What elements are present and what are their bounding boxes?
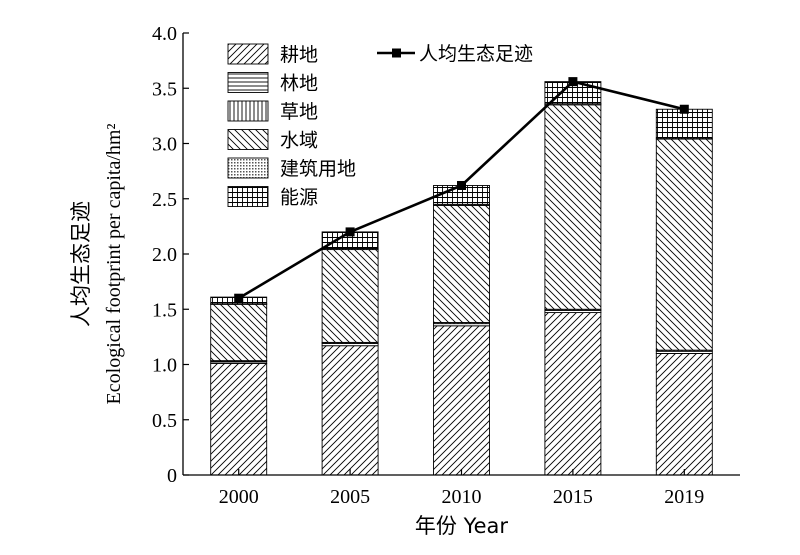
y-tick-label: 3.5 <box>152 78 177 100</box>
x-tick-label: 2000 <box>219 486 259 508</box>
x-tick-label: 2010 <box>442 486 482 508</box>
legend-label: 人均生态足迹 <box>419 43 533 65</box>
y-tick-label: 2.5 <box>152 189 177 211</box>
y-tick-label: 1.5 <box>152 299 177 321</box>
bar-segment <box>433 204 490 323</box>
x-tick-label: 2019 <box>664 486 704 508</box>
bar-segment <box>321 345 379 476</box>
legend-swatch <box>227 157 269 179</box>
trend-line-marker <box>679 104 689 114</box>
y-tick-label: 3.0 <box>152 134 177 156</box>
legend-label: 建筑用地 <box>280 158 356 180</box>
legend-label: 林地 <box>280 73 318 95</box>
y-axis-label-chinese: 人均生态足迹 <box>69 201 93 327</box>
trend-line-marker <box>234 293 244 303</box>
legend-swatch <box>227 43 269 65</box>
bar-segment <box>433 325 490 476</box>
y-tick-label: 0.5 <box>152 410 177 432</box>
legend-swatch <box>227 186 269 207</box>
bar-stack <box>655 108 713 476</box>
legend-label: 草地 <box>280 101 318 123</box>
legend-swatch <box>227 72 269 93</box>
bar-segment <box>544 312 602 476</box>
trend-line-marker <box>457 180 466 190</box>
bar-segment <box>655 138 713 351</box>
bar-segment <box>655 353 713 476</box>
bar-segment <box>321 249 379 343</box>
bar-stack <box>210 296 268 476</box>
x-tick-label: 2005 <box>330 486 370 508</box>
y-ticks-group: 0 0.5 1.0 1.5 2.0 2.5 3.0 3.5 4.0 <box>152 23 189 487</box>
y-tick-label: 1.0 <box>152 355 177 377</box>
legend-label: 耕地 <box>280 44 318 66</box>
bar-stack <box>433 185 490 476</box>
legend-label: 水域 <box>280 130 318 152</box>
trend-line-marker <box>568 77 578 87</box>
bar-segment <box>544 104 602 310</box>
bar-segment <box>210 362 268 476</box>
legend-swatch <box>227 129 269 150</box>
legend-swatch <box>227 100 269 122</box>
bar-segment <box>655 108 713 139</box>
y-tick-label: 0 <box>167 465 177 487</box>
y-tick-label: 2.0 <box>152 244 177 266</box>
bar-segment <box>210 303 268 362</box>
legend-label: 能源 <box>280 187 318 209</box>
bar-stack <box>544 81 602 476</box>
trend-line-group <box>234 77 689 303</box>
y-axis-label-english: Ecological footprint per capita/hm² <box>103 124 125 405</box>
legend-line-marker <box>392 48 401 58</box>
bar-stack <box>321 231 379 476</box>
y-tick-label: 4.0 <box>152 23 177 45</box>
trend-line-marker <box>345 227 355 237</box>
x-tick-label: 2015 <box>553 486 593 508</box>
x-axis-label: 年份 Year <box>415 514 509 538</box>
x-ticks-group: 2000 2005 2010 2015 2019 <box>219 469 704 508</box>
